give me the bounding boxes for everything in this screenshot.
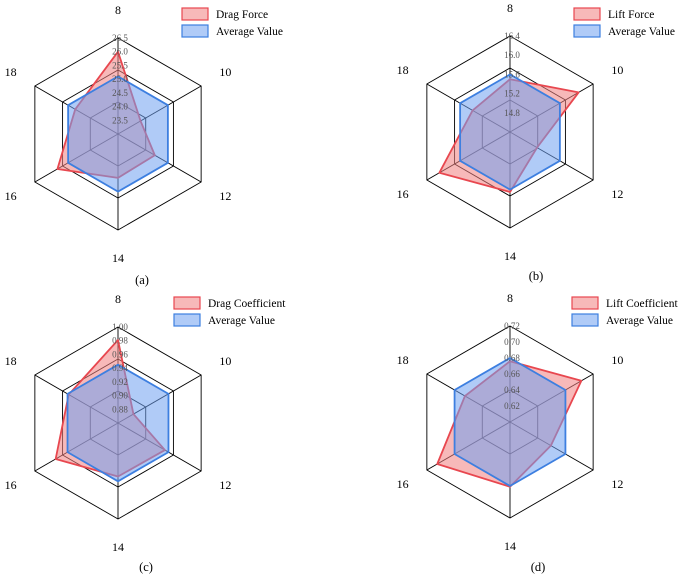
- radial-tick-label: 1.00: [112, 322, 128, 332]
- legend-label: Lift Coefficient: [606, 298, 678, 310]
- legend-swatch: [181, 24, 209, 38]
- radar-panel-4: 0.62 0.64 0.66 0.68 0.70 0.72 8 10 12 14 16 18 Lift …: [397, 291, 679, 574]
- category-label: 18: [397, 353, 409, 367]
- category-label: 18: [5, 354, 17, 368]
- series-polygon-2: [67, 75, 169, 193]
- category-label: 16: [397, 187, 409, 201]
- radial-tick-label: 24.5: [112, 88, 128, 98]
- series-polygon-2: [459, 73, 561, 191]
- legend: Lift Force Average Value: [573, 7, 675, 38]
- category-label: 12: [219, 189, 231, 203]
- radial-tick-label: 0.66: [504, 369, 520, 379]
- category-label: 16: [5, 189, 17, 203]
- category-label: 18: [397, 63, 409, 77]
- radial-tick-label: 26.5: [112, 33, 128, 43]
- radial-tick-label: 0.72: [504, 321, 520, 331]
- radial-tick-label: 0.64: [504, 385, 520, 395]
- radial-tick-label: 16.4: [504, 31, 520, 41]
- legend-swatch: [571, 296, 599, 310]
- category-label: 10: [611, 353, 623, 367]
- radar-panel-3: 0.88 0.90 0.92 0.94 0.96 0.98 1.00 8 10 12 14 16 18 D…: [5, 292, 287, 574]
- legend-label: Drag Coefficient: [208, 298, 286, 310]
- radial-tick-label: 0.68: [504, 353, 520, 363]
- radial-tick-label: 0.94: [112, 363, 128, 373]
- legend-swatch: [173, 296, 201, 310]
- legend-label: Average Value: [606, 315, 673, 327]
- radial-tick-label: 15.6: [504, 69, 520, 79]
- category-label: 8: [115, 292, 121, 306]
- category-label: 14: [112, 251, 124, 265]
- radial-tick-label: 25.5: [112, 60, 128, 70]
- category-label: 8: [115, 3, 121, 17]
- legend-swatch: [181, 7, 209, 21]
- category-label: 8: [507, 291, 513, 305]
- category-label: 16: [5, 478, 17, 492]
- category-label: 12: [219, 478, 231, 492]
- radar-panel-1: 23.5 24.0 24.5 25.0 25.5 26.0 26.5 8 10 12 14 16 18 D…: [5, 3, 283, 287]
- radial-tick-label: 0.92: [112, 377, 128, 387]
- radar-panel-2: 14.8 15.2 15.6 16.0 16.4 8 10 12 14 16 18 Lift Forc…: [397, 1, 675, 283]
- legend-label: Average Value: [216, 26, 283, 38]
- radial-tick-label: 0.96: [112, 349, 128, 359]
- legend-label: Average Value: [608, 26, 675, 38]
- legend-swatch: [173, 313, 201, 327]
- series-polygon-2: [66, 363, 170, 483]
- radial-tick-label: 23.5: [112, 115, 128, 125]
- category-label: 16: [397, 477, 409, 491]
- panel-label: (c): [139, 560, 153, 574]
- radial-tick-label: 0.62: [504, 401, 520, 411]
- category-label: 8: [507, 1, 513, 15]
- category-label: 18: [5, 65, 17, 79]
- category-label: 12: [611, 187, 623, 201]
- category-label: 14: [504, 249, 516, 263]
- category-label: 10: [219, 354, 231, 368]
- radial-tick-label: 25.0: [112, 74, 128, 84]
- legend-swatch: [573, 7, 601, 21]
- radial-tick-label: 0.90: [112, 391, 128, 401]
- category-label: 14: [504, 539, 516, 553]
- legend-label: Lift Force: [608, 9, 654, 21]
- radial-tick-label: 0.88: [112, 404, 128, 414]
- radial-tick-label: 26.0: [112, 47, 128, 57]
- panel-label: (a): [135, 273, 149, 287]
- radial-tick-label: 15.2: [504, 89, 520, 99]
- radial-tick-label: 14.8: [504, 108, 520, 118]
- category-label: 10: [611, 63, 623, 77]
- category-label: 14: [112, 540, 124, 554]
- radial-tick-label: 0.70: [504, 337, 520, 347]
- panel-label: (b): [529, 269, 544, 283]
- series-polygon-2: [453, 357, 567, 487]
- legend: Drag Coefficient Average Value: [173, 296, 286, 327]
- legend-swatch: [571, 313, 599, 327]
- legend: Drag Force Average Value: [181, 7, 283, 38]
- legend-label: Average Value: [208, 315, 275, 327]
- legend-label: Drag Force: [216, 9, 268, 21]
- radial-tick-label: 16.0: [504, 50, 520, 60]
- radial-tick-label: 0.98: [112, 336, 128, 346]
- legend: Lift Coefficient Average Value: [571, 296, 678, 327]
- category-label: 10: [219, 65, 231, 79]
- category-label: 12: [611, 477, 623, 491]
- legend-swatch: [573, 24, 601, 38]
- radial-tick-label: 24.0: [112, 102, 128, 112]
- panel-label: (d): [531, 560, 546, 574]
